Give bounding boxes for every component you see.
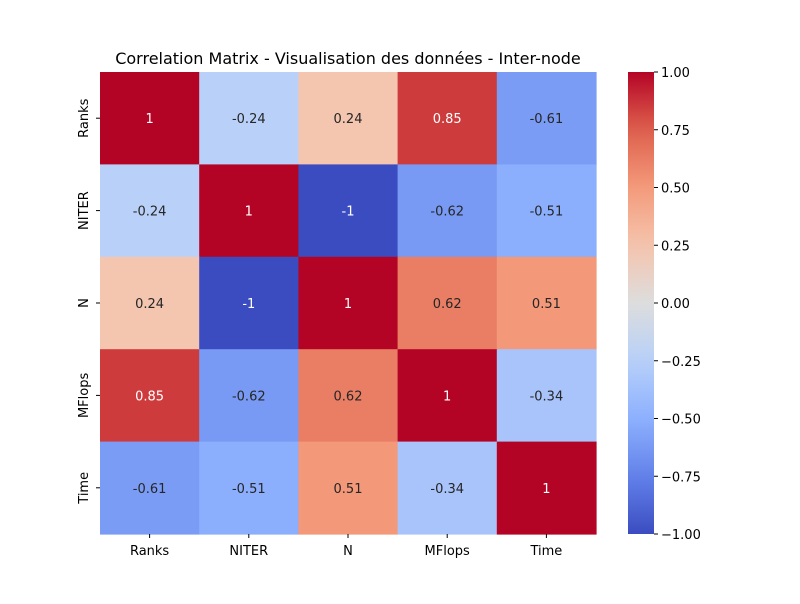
cell-annotation-r3-c1: -0.62 [232,389,266,404]
heatmap-cell-r2-c1 [199,256,299,350]
y-tick-label-3: MFlops [77,373,92,419]
colorbar: 1.00 0.75 0.50 0.25 0.00 −0.25 −0.50 −0.75 −1.00 [628,66,701,543]
heatmap-cell-r1-c3 [397,164,498,258]
cell-annotation-r0-c0: 1 [145,112,153,127]
y-tick-label-2: N [77,298,92,308]
colorbar-tick-label-2: 0.50 [661,182,690,197]
heatmap-cell-r3-c2 [298,349,399,443]
heatmap-cell-r4-c4 [496,441,597,535]
x-tick-label-1: NITER [229,544,268,559]
cell-annotation-r2-c1: -1 [242,297,255,312]
heatmap-cell-r2-c2 [298,256,399,350]
chart-title: Correlation Matrix - Visualisation des d… [115,49,581,68]
heatmap-cell-r1-c4 [496,164,597,258]
cell-annotation-r3-c3: 1 [443,389,451,404]
heatmap-cell-r2-c4 [496,256,597,350]
heatmap-cell-r1-c0 [100,164,200,258]
colorbar-tick-label-0: 1.00 [661,66,690,81]
cell-annotation-r2-c3: 0.62 [433,297,462,312]
heatmap-cell-r4-c1 [199,441,299,535]
cell-annotation-r0-c3: 0.85 [433,112,462,127]
cell-annotation-r0-c2: 0.24 [334,112,363,127]
x-tick-label-2: N [343,544,353,559]
heatmap-cell-r0-c4 [496,72,597,165]
heatmap-cell-r4-c0 [100,441,200,535]
colorbar-tick-label-6: −0.50 [661,413,701,428]
cell-annotation-r3-c0: 0.85 [135,389,164,404]
colorbar-tick-label-3: 0.25 [661,239,690,254]
cell-annotation-r0-c4: -0.61 [530,112,564,127]
colorbar-tick-label-5: −0.25 [661,355,701,370]
cell-annotation-r4-c1: -0.51 [232,482,266,497]
cell-annotation-r2-c4: 0.51 [532,297,561,312]
cell-annotation-r1-c4: -0.51 [530,205,564,220]
y-tick-label-0: Ranks [77,98,92,137]
heatmap-cells [100,72,597,535]
colorbar-tick-label-7: −0.75 [661,470,701,485]
colorbar-gradient [628,72,654,534]
cell-annotation-r4-c2: 0.51 [334,482,363,497]
heatmap-cell-r3-c0 [100,349,200,443]
cell-annotation-r1-c1: 1 [245,205,253,220]
heatmap-cell-r4-c3 [397,441,498,535]
cell-annotation-r3-c2: 0.62 [334,389,363,404]
heatmap-cell-r2-c0 [100,256,200,350]
colorbar-tick-label-1: 0.75 [661,124,690,139]
heatmap-cell-r4-c2 [298,441,399,535]
cell-annotation-r2-c0: 0.24 [135,297,164,312]
y-axis: Ranks NITER N MFlops Time [77,98,100,505]
heatmap-cell-r0-c2 [298,72,399,165]
x-tick-label-4: Time [529,544,562,559]
colorbar-tick-label-4: 0.00 [661,297,690,312]
cell-annotation-r4-c4: 1 [542,482,550,497]
y-tick-label-4: Time [77,472,92,505]
heatmap-cell-r3-c3 [397,349,498,443]
x-tick-label-0: Ranks [130,544,169,559]
heatmap-cell-r3-c4 [496,349,597,443]
cell-annotation-r1-c3: -0.62 [430,205,464,220]
heatmap-cell-r0-c1 [199,72,299,165]
y-tick-label-1: NITER [77,191,92,230]
cell-annotation-r2-c2: 1 [344,297,352,312]
heatmap-cell-r2-c3 [397,256,498,350]
cell-annotation-r1-c0: -0.24 [133,205,167,220]
cell-annotation-r0-c1: -0.24 [232,112,266,127]
cell-annotation-r4-c0: -0.61 [133,482,167,497]
x-axis: Ranks NITER N MFlops Time [130,534,562,559]
cell-annotation-r3-c4: -0.34 [530,389,564,404]
heatmap-cell-r0-c3 [397,72,498,165]
heatmap-cell-r3-c1 [199,349,299,443]
x-tick-label-3: MFlops [425,544,471,559]
heatmap-annotations: 1 -0.24 0.24 0.85 -0.61 -0.24 1 -1 -0.62 -0.51 0.2… [133,112,563,497]
heatmap-cell-r1-c1 [199,164,299,258]
heatmap-cell-r1-c2 [298,164,399,258]
heatmap-cell-r0-c0 [100,72,200,165]
cell-annotation-r4-c3: -0.34 [430,482,464,497]
cell-annotation-r1-c2: -1 [342,205,355,220]
colorbar-tick-label-8: −1.00 [661,528,701,543]
